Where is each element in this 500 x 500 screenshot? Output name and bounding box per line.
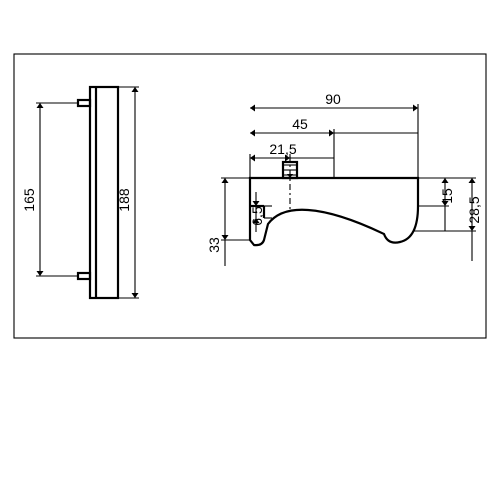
dim-label: 165 [21,188,37,212]
stud-top [78,100,90,106]
dim-label: 28,5 [466,196,482,223]
plate-outline [90,87,118,298]
dim-arrow [222,178,229,183]
dim-arrow [132,293,139,298]
dim-arrow [37,271,44,276]
dim-arrow [222,235,229,240]
dim-arrow [469,178,476,183]
dim-label: 15 [439,188,455,204]
dim-arrow [469,226,476,231]
dim-label: 90 [325,91,341,107]
dim-arrow [37,103,44,108]
dim-label: 33 [206,237,222,253]
dim-label: 6,5 [249,206,265,226]
hook-outline [250,178,418,245]
dim-arrow [250,105,255,112]
dim-arrow [250,155,255,162]
dim-label: 45 [292,116,308,132]
dim-arrow [250,130,255,137]
dim-arrow [132,87,139,92]
dim-arrow [329,130,334,137]
dim-label: 188 [116,188,132,212]
stud-bot [78,273,90,279]
dim-arrow [442,178,449,183]
dim-arrow [413,105,418,112]
dim-label: 21,5 [269,141,296,157]
